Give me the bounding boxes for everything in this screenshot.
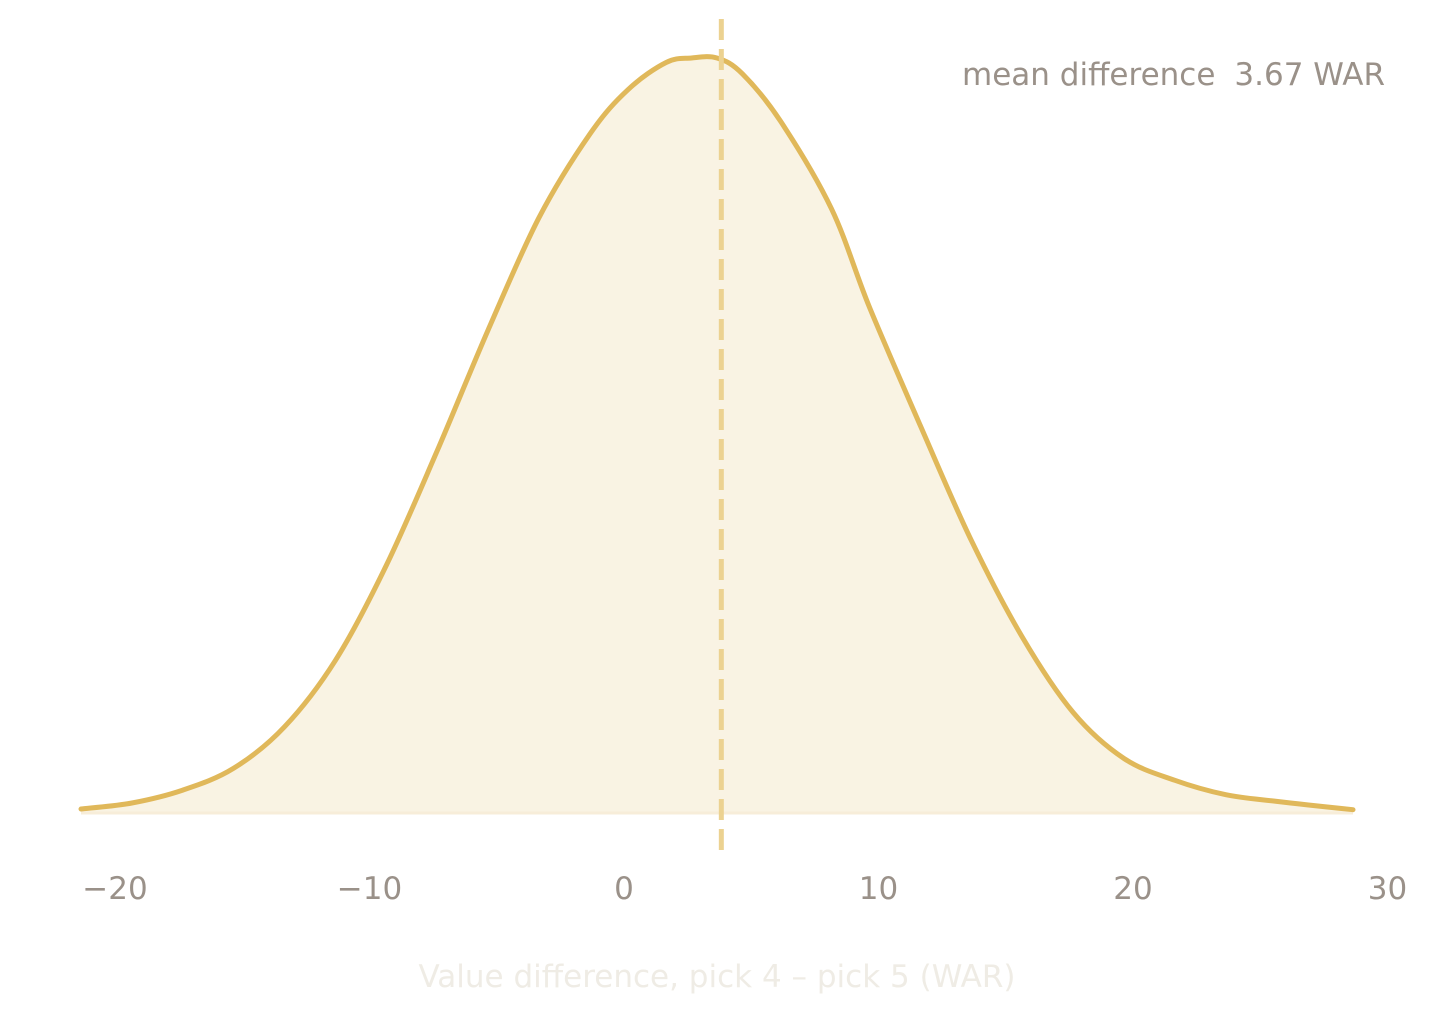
x-axis-label: Value difference, pick 4 – pick 5 (WAR) [419, 959, 1016, 995]
x-tick-label: 0 [614, 871, 634, 907]
x-tick-label: −20 [82, 871, 147, 907]
mean-difference-annotation: mean difference 3.67 WAR [962, 57, 1385, 93]
mean-difference-label: mean difference [962, 57, 1215, 93]
x-tick-label: −10 [337, 871, 402, 907]
x-tick-label: 10 [859, 871, 898, 907]
density-area-fill [81, 56, 1353, 812]
density-curve-line [78, 54, 1356, 813]
mean-difference-value: 3.67 WAR [1234, 57, 1385, 93]
x-axis-tick-labels: −20 −10 0 10 20 30 [82, 871, 1407, 907]
x-tick-label: 30 [1368, 871, 1407, 907]
x-tick-label: 20 [1113, 871, 1152, 907]
